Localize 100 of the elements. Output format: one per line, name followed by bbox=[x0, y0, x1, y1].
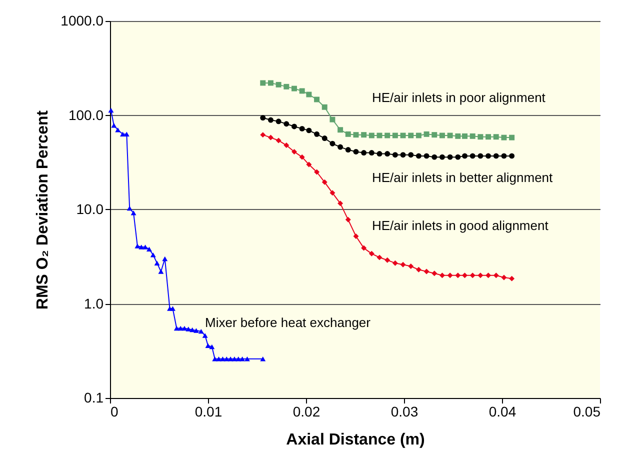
point bbox=[462, 272, 468, 278]
x-tick-label: 0.04 bbox=[488, 404, 516, 420]
point bbox=[392, 152, 398, 158]
point bbox=[408, 152, 414, 158]
x-tick-label: 0.05 bbox=[573, 404, 601, 420]
point bbox=[345, 147, 351, 153]
point bbox=[447, 272, 453, 278]
point bbox=[236, 356, 242, 362]
point bbox=[384, 132, 390, 138]
point bbox=[501, 274, 507, 280]
point bbox=[432, 154, 438, 160]
y-tick-label: 100.0 bbox=[68, 106, 104, 123]
point bbox=[376, 151, 382, 157]
point bbox=[368, 250, 374, 256]
point bbox=[462, 153, 468, 159]
point bbox=[158, 269, 164, 274]
point bbox=[198, 328, 204, 334]
point bbox=[493, 272, 499, 278]
point bbox=[400, 152, 406, 158]
point bbox=[439, 132, 445, 138]
point bbox=[338, 200, 344, 206]
point bbox=[134, 244, 140, 248]
point bbox=[174, 326, 180, 331]
point bbox=[268, 117, 274, 123]
point bbox=[368, 132, 374, 138]
point bbox=[314, 169, 320, 175]
x-tick-label: 0.02 bbox=[292, 404, 320, 420]
annotation: HE/air inlets in poor alignment bbox=[372, 90, 546, 105]
point bbox=[322, 104, 328, 110]
point bbox=[276, 82, 282, 88]
point bbox=[478, 134, 484, 140]
point bbox=[368, 150, 374, 156]
point bbox=[439, 272, 445, 278]
point bbox=[268, 80, 274, 86]
annotation: HE/air inlets in better alignment bbox=[372, 170, 554, 185]
point bbox=[455, 133, 461, 139]
point bbox=[276, 138, 282, 144]
point bbox=[162, 256, 168, 262]
point bbox=[306, 128, 312, 134]
point bbox=[424, 268, 430, 274]
point bbox=[462, 133, 468, 139]
point bbox=[455, 154, 461, 160]
point bbox=[509, 153, 515, 159]
point bbox=[416, 132, 422, 138]
annotation: HE/air inlets in good alignment bbox=[372, 218, 549, 233]
point bbox=[424, 131, 430, 137]
point bbox=[111, 123, 117, 128]
point bbox=[138, 244, 144, 250]
point bbox=[115, 127, 121, 132]
point bbox=[330, 140, 336, 146]
point bbox=[244, 356, 250, 362]
point bbox=[470, 272, 476, 278]
point bbox=[478, 153, 484, 159]
point bbox=[493, 134, 499, 140]
point bbox=[292, 149, 297, 154]
point bbox=[493, 153, 499, 159]
annotation: Mixer before heat exchanger bbox=[205, 315, 372, 330]
point bbox=[170, 306, 176, 311]
point bbox=[432, 270, 438, 276]
point bbox=[455, 272, 461, 278]
point bbox=[400, 262, 406, 268]
point bbox=[392, 132, 398, 138]
point bbox=[470, 153, 476, 159]
point bbox=[439, 154, 445, 160]
point bbox=[108, 108, 114, 113]
point bbox=[392, 260, 398, 266]
point bbox=[284, 84, 290, 90]
point bbox=[142, 244, 148, 250]
point bbox=[361, 132, 367, 138]
point bbox=[154, 260, 160, 266]
point bbox=[299, 126, 305, 132]
point bbox=[292, 124, 297, 130]
point bbox=[353, 234, 359, 240]
point bbox=[384, 151, 390, 157]
point bbox=[345, 131, 351, 137]
point bbox=[486, 272, 492, 278]
point bbox=[400, 132, 406, 138]
point bbox=[232, 356, 238, 362]
point bbox=[260, 80, 266, 86]
y-axis-title: RMS O₂ Deviation Percent bbox=[34, 110, 52, 310]
point bbox=[322, 136, 328, 141]
point bbox=[432, 132, 438, 138]
point bbox=[299, 88, 305, 94]
point bbox=[376, 254, 382, 260]
point bbox=[260, 132, 266, 138]
x-axis-title: Axial Distance (m) bbox=[286, 432, 425, 448]
point bbox=[260, 115, 266, 121]
y-tick-label: 1000.0 bbox=[60, 12, 104, 28]
point bbox=[486, 153, 492, 159]
y-tick-label: 10.0 bbox=[76, 201, 104, 217]
point bbox=[478, 272, 484, 278]
point bbox=[353, 132, 359, 138]
point bbox=[509, 134, 515, 140]
point bbox=[292, 86, 297, 92]
x-tick-label: 0 bbox=[110, 404, 118, 420]
point bbox=[447, 154, 453, 160]
point bbox=[330, 116, 336, 122]
point bbox=[146, 246, 152, 252]
point bbox=[424, 153, 430, 159]
point bbox=[209, 344, 215, 350]
